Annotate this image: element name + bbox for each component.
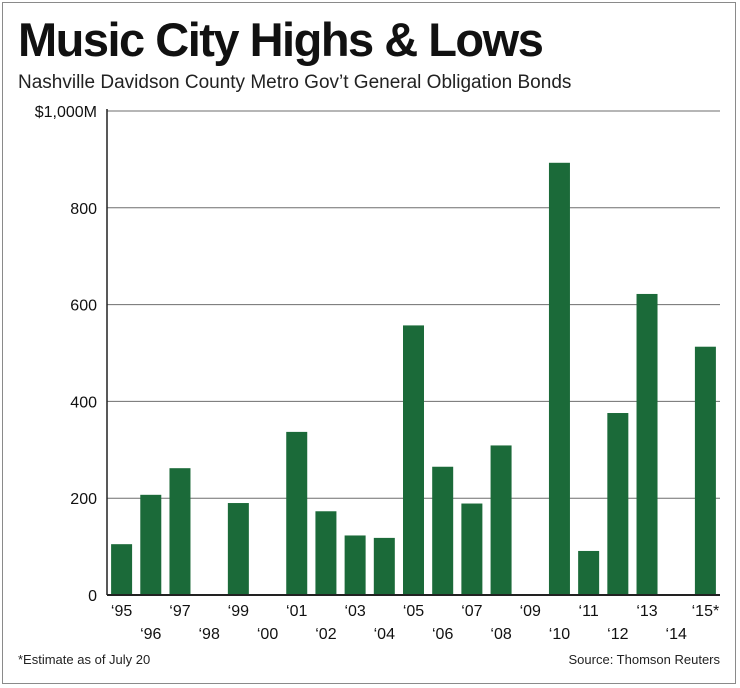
bar-10 — [403, 325, 424, 595]
x-tick-label: ‘14 — [666, 626, 687, 643]
x-tick-label: ‘01 — [286, 603, 307, 620]
bar-11 — [432, 466, 454, 595]
bars — [111, 162, 716, 595]
chart-subtitle: Nashville Davidson County Metro Gov’t Ge… — [18, 72, 572, 93]
bar-1 — [140, 494, 162, 595]
x-tick-label: ‘04 — [374, 626, 395, 643]
bar-7 — [315, 511, 337, 595]
bar-2 — [169, 468, 191, 595]
x-axis-ticks: ‘95 ‘96 ‘97 ‘98 ‘99 ‘00 ‘01 ‘02 ‘03 ‘04 ‘05 ‘06 ‘07 ‘… — [111, 603, 719, 643]
y-tick-label: 600 — [70, 298, 97, 315]
y-axis-ticks: 0 200 400 600 800 $1,000M — [35, 104, 97, 605]
footnote: *Estimate as of July 20 — [18, 652, 151, 667]
x-tick-label: ‘99 — [228, 603, 249, 620]
x-tick-label: ‘13 — [636, 603, 657, 620]
x-tick-label: ‘05 — [403, 603, 424, 620]
bar-13 — [490, 445, 512, 595]
x-tick-label: ‘96 — [140, 626, 161, 643]
bar-4 — [227, 503, 249, 595]
y-tick-label: $1,000M — [35, 104, 97, 121]
bar-18 — [636, 293, 658, 595]
bar-0 — [111, 544, 133, 595]
chart-title: Music City Highs & Lows — [18, 13, 544, 66]
bar-17 — [607, 413, 629, 595]
x-tick-label: ‘00 — [257, 626, 278, 643]
x-tick-label: ‘08 — [490, 626, 511, 643]
x-tick-label: ‘97 — [169, 603, 190, 620]
bar-8 — [344, 535, 366, 595]
x-tick-label: ‘02 — [315, 626, 336, 643]
x-tick-label: ‘15* — [692, 603, 720, 620]
x-tick-label: ‘10 — [549, 626, 570, 643]
source-note: Source: Thomson Reuters — [568, 652, 721, 667]
x-tick-label: ‘12 — [607, 626, 628, 643]
y-tick-label: 0 — [88, 588, 97, 605]
y-tick-label: 200 — [70, 491, 97, 508]
bar-16 — [578, 550, 600, 595]
y-tick-label: 800 — [70, 201, 97, 218]
x-tick-label: ‘11 — [579, 603, 599, 620]
bar-6 — [286, 431, 308, 595]
x-tick-label: ‘98 — [198, 626, 219, 643]
axes — [106, 109, 720, 596]
x-tick-label: ‘07 — [461, 603, 482, 620]
bar-9 — [373, 537, 395, 595]
bar-15 — [548, 162, 570, 595]
bar-20 — [694, 346, 716, 595]
y-tick-label: 400 — [70, 394, 97, 411]
x-tick-label: ‘95 — [111, 603, 132, 620]
x-tick-label: ‘03 — [344, 603, 365, 620]
x-tick-label: ‘06 — [432, 626, 453, 643]
x-tick-label: ‘09 — [520, 603, 541, 620]
bar-12 — [461, 503, 483, 595]
